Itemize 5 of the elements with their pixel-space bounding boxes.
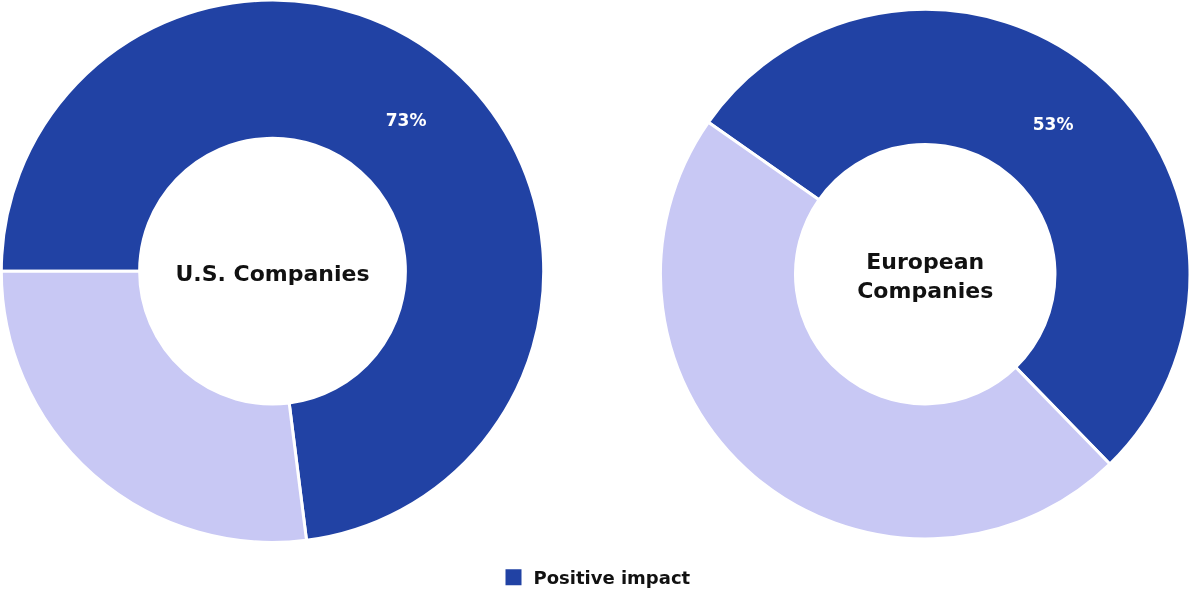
text: U.S. Companies <box>175 260 370 286</box>
data-label: 73% <box>385 109 427 130</box>
text: European Companies <box>857 249 994 303</box>
data-label: 53% <box>1032 113 1074 134</box>
legend-label: Positive impact <box>533 567 691 589</box>
